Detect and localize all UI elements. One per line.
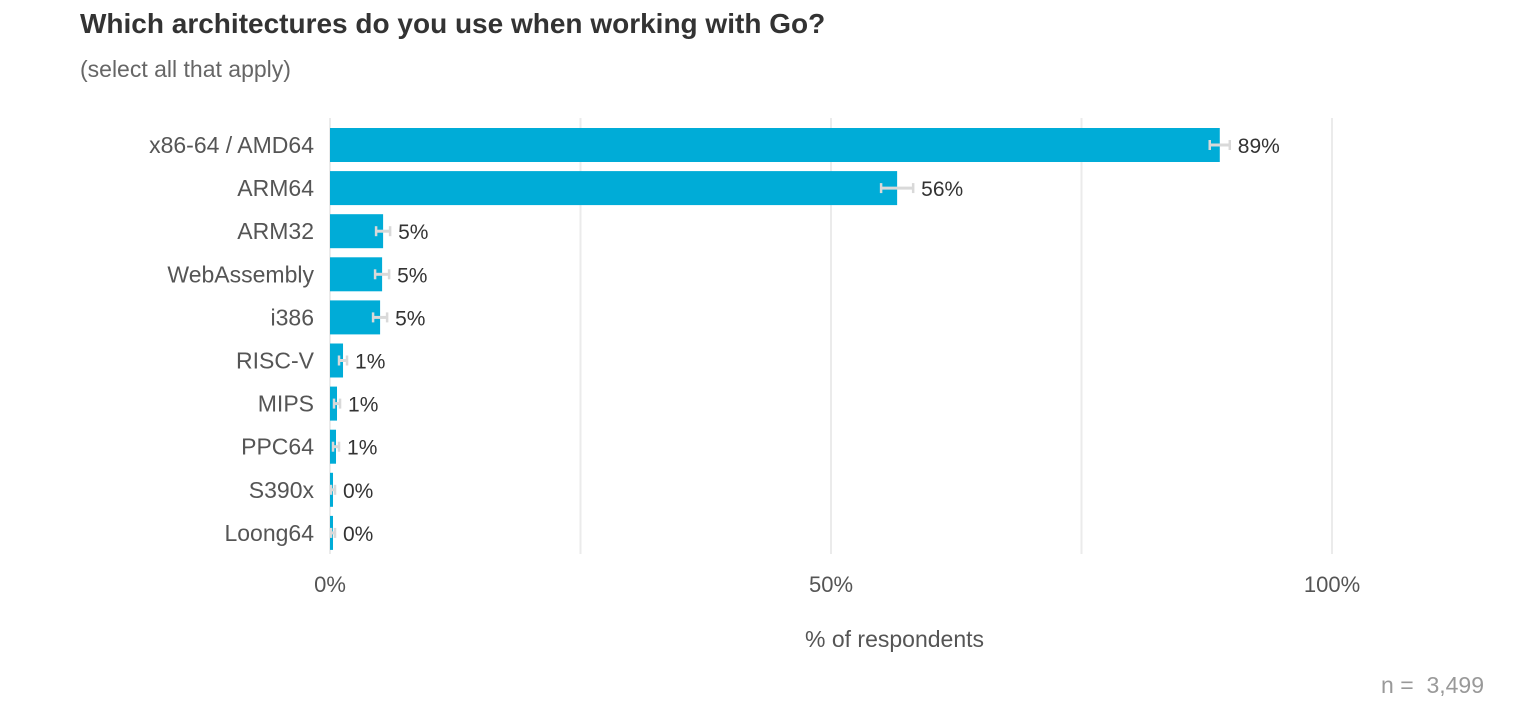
bars: [330, 128, 1220, 550]
value-label: 89%: [1238, 135, 1280, 158]
value-label: 56%: [921, 178, 963, 201]
category-label: Loong64: [224, 520, 314, 546]
error-bar: [1208, 140, 1232, 150]
error-bar: [374, 226, 392, 237]
category-label: ARM64: [237, 175, 314, 201]
category-label: ARM32: [237, 218, 314, 244]
x-tick-label: 0%: [314, 572, 346, 597]
category-label: S390x: [249, 477, 315, 503]
value-label: 0%: [343, 523, 373, 546]
error-bar: [371, 312, 389, 323]
chart-subtitle: (select all that apply): [80, 56, 291, 82]
value-label: 1%: [355, 351, 385, 374]
value-label: 0%: [343, 480, 373, 503]
bar-i386: [330, 300, 381, 335]
chart-title: Which architectures do you use when work…: [80, 8, 826, 39]
category-label: x86-64 / AMD64: [149, 132, 314, 158]
bar-arm32: [330, 214, 384, 249]
category-label: PPC64: [241, 434, 314, 460]
value-label: 5%: [395, 307, 425, 330]
bar-webassembly: [330, 257, 383, 292]
x-tick-label: 100%: [1304, 572, 1360, 597]
x-axis-title: % of respondents: [805, 626, 985, 652]
value-label: 5%: [397, 264, 427, 287]
bar-x86-64-amd64: [330, 128, 1220, 162]
labels: 0% 50% 100% x86-64 / AMD64 89% ARM64 56% ARM32 5…: [149, 132, 1360, 597]
x-tick-label: 50%: [809, 572, 853, 597]
error-bar: [337, 355, 349, 366]
error-bar: [879, 183, 915, 194]
value-label: 5%: [398, 221, 428, 244]
category-label: i386: [271, 304, 314, 330]
category-label: MIPS: [258, 391, 314, 417]
value-label: 1%: [348, 394, 378, 417]
value-label: 1%: [347, 437, 377, 460]
sample-size-note: n = 3,499: [1381, 672, 1484, 698]
error-bar: [331, 441, 341, 452]
category-label: RISC-V: [236, 348, 315, 374]
error-bar: [373, 269, 391, 280]
error-bars: [329, 140, 1232, 538]
category-label: WebAssembly: [167, 261, 314, 287]
bar-risc-v: [330, 343, 344, 378]
bar-arm64: [330, 171, 898, 206]
error-bar: [332, 398, 342, 409]
error-bar: [329, 484, 337, 495]
error-bar: [329, 527, 337, 538]
